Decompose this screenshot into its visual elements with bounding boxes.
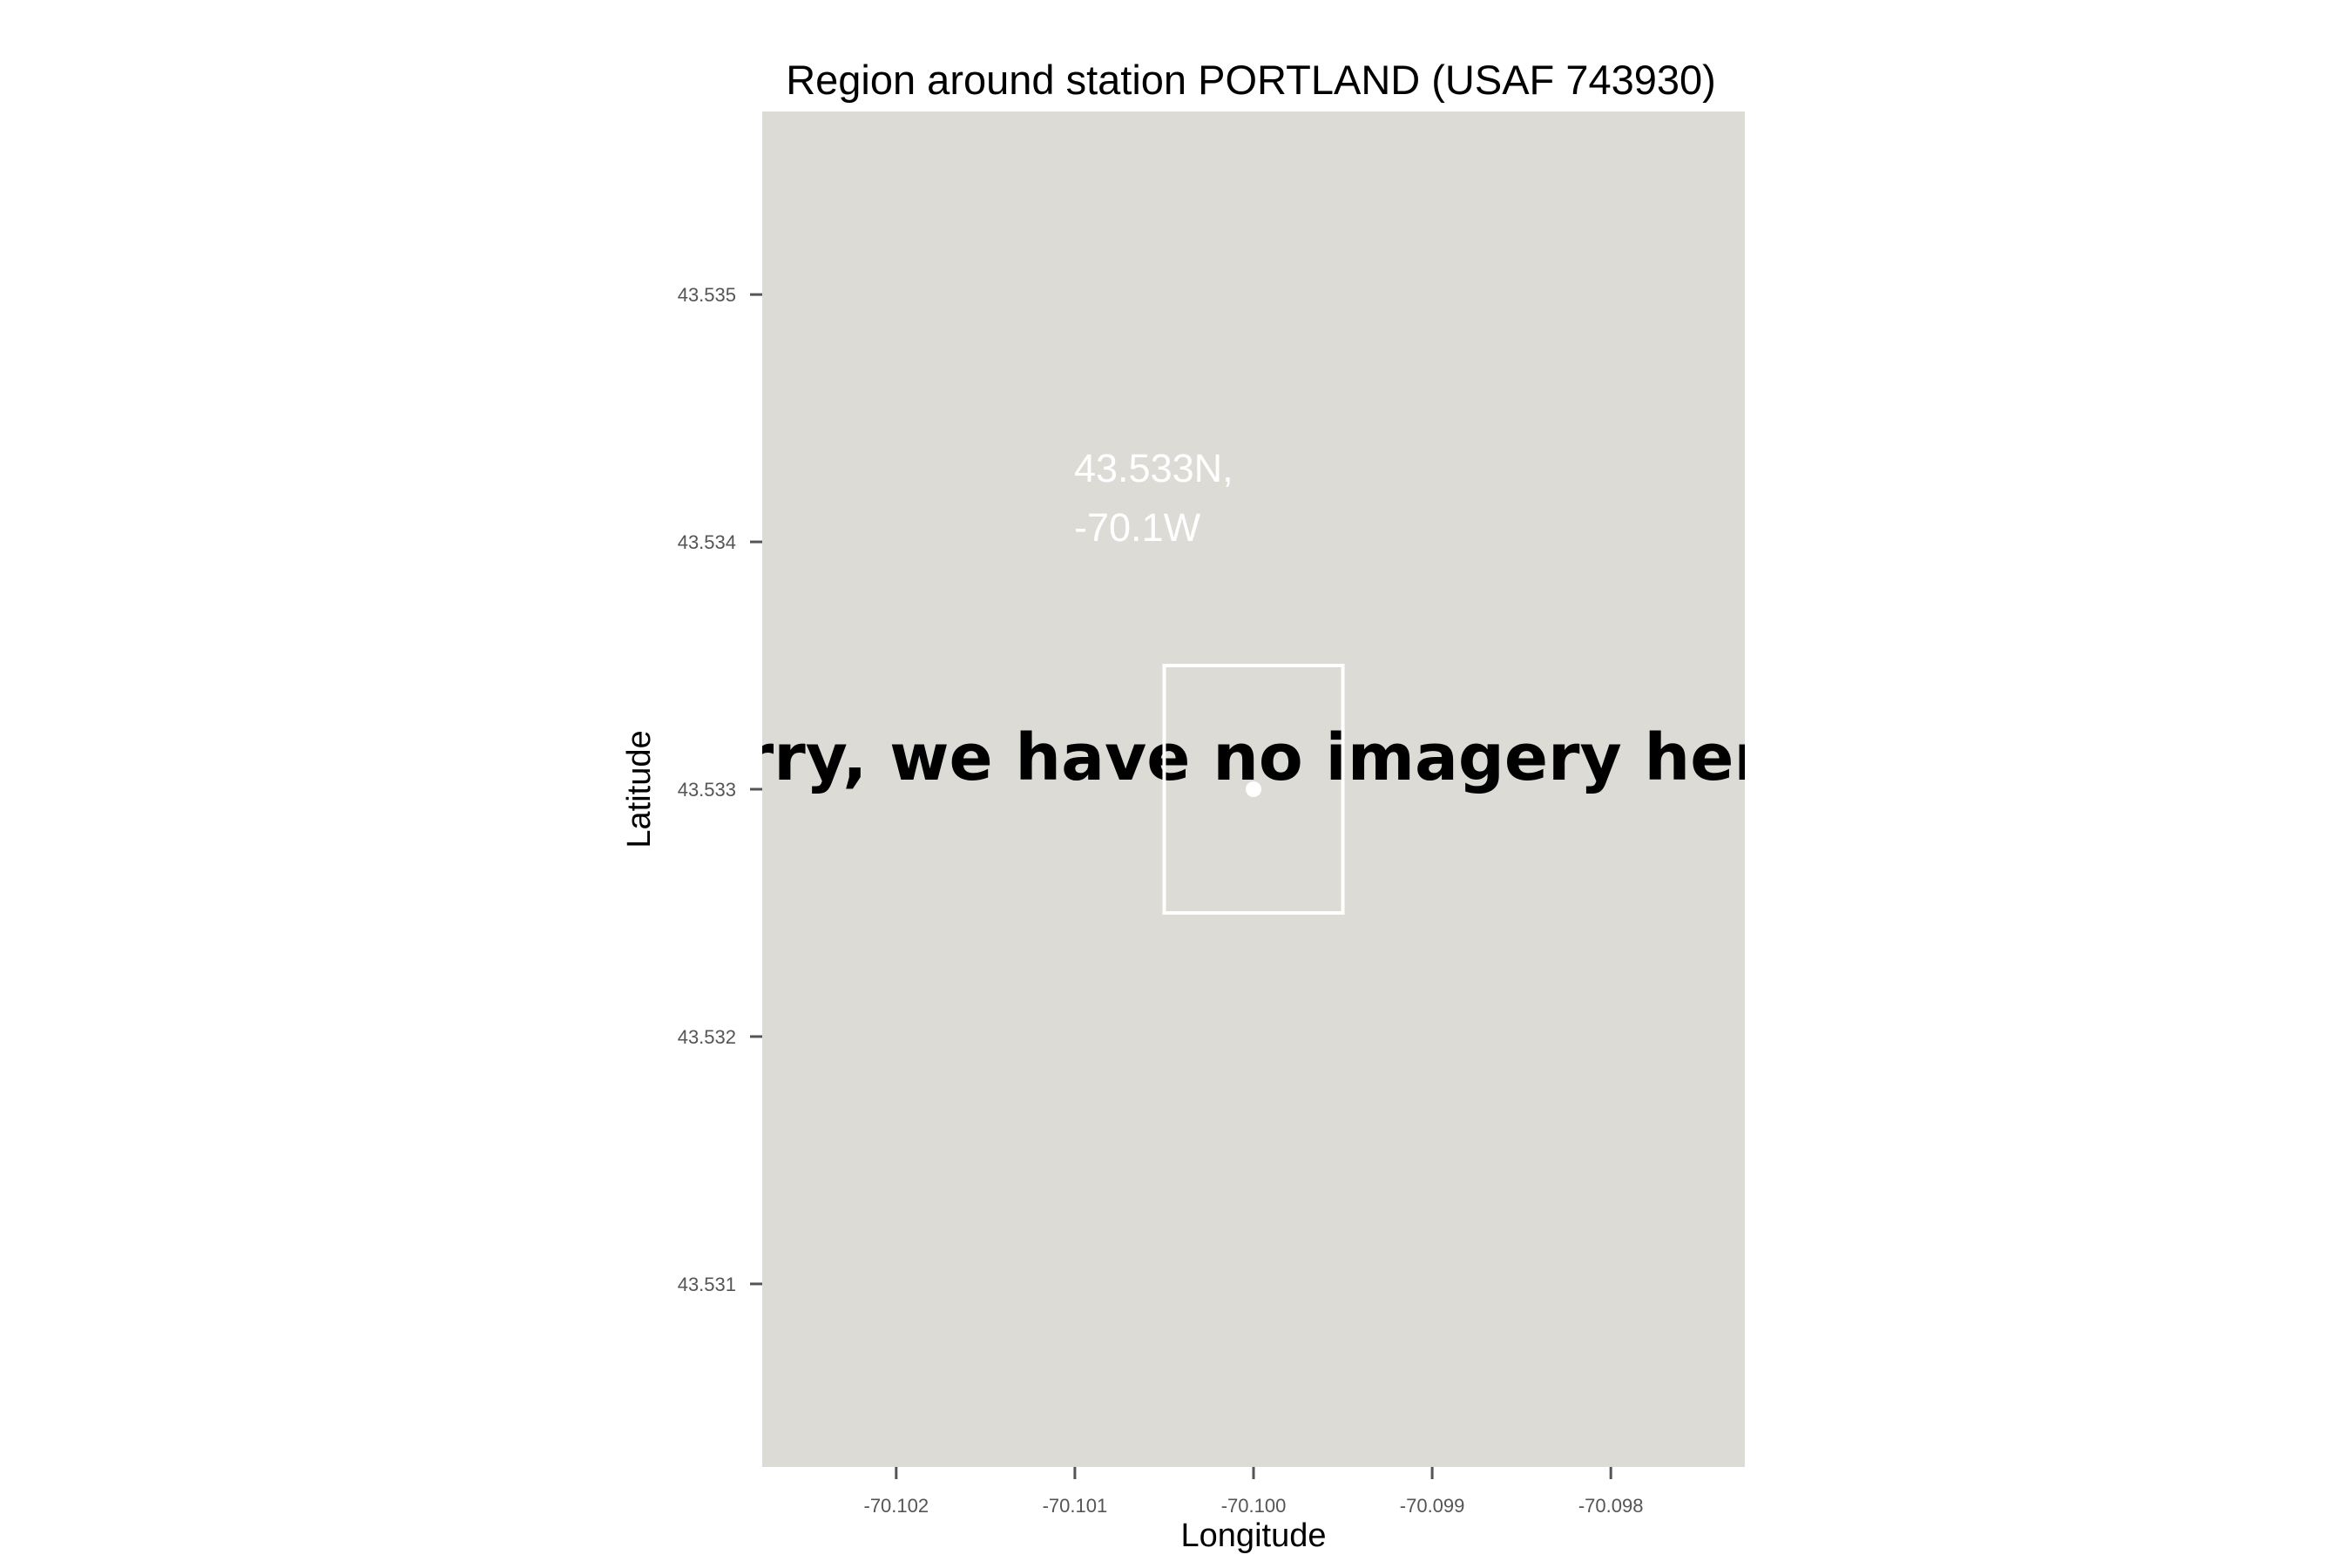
- y-tick-label: 43.534: [678, 531, 736, 553]
- y-tick-label: 43.532: [678, 1026, 736, 1048]
- plot-title: Region around station PORTLAND (USAF 743…: [786, 57, 1716, 103]
- station-coordinate-label-lat: 43.533N,: [1074, 446, 1233, 490]
- x-axis-title: Longitude: [1181, 1517, 1327, 1554]
- y-axis-title: Latitude: [621, 730, 658, 848]
- x-axis: -70.102 -70.101 -70.100 -70.099 -70.098: [864, 1467, 1644, 1517]
- x-tick-label: -70.102: [864, 1495, 929, 1517]
- x-tick-label: -70.098: [1578, 1495, 1644, 1517]
- station-coordinate-label-lon: -70.1W: [1074, 505, 1201, 550]
- y-tick-label: 43.531: [678, 1274, 736, 1295]
- y-tick-label: 43.533: [678, 779, 736, 801]
- x-tick-label: -70.099: [1400, 1495, 1465, 1517]
- y-axis: 43.535 43.534 43.533 43.532 43.531: [678, 284, 762, 1295]
- station-bounding-box: [1162, 664, 1345, 915]
- x-tick-label: -70.100: [1221, 1495, 1287, 1517]
- x-tick-label: -70.101: [1043, 1495, 1108, 1517]
- y-tick-label: 43.535: [678, 284, 736, 306]
- station-marker: [1246, 781, 1261, 797]
